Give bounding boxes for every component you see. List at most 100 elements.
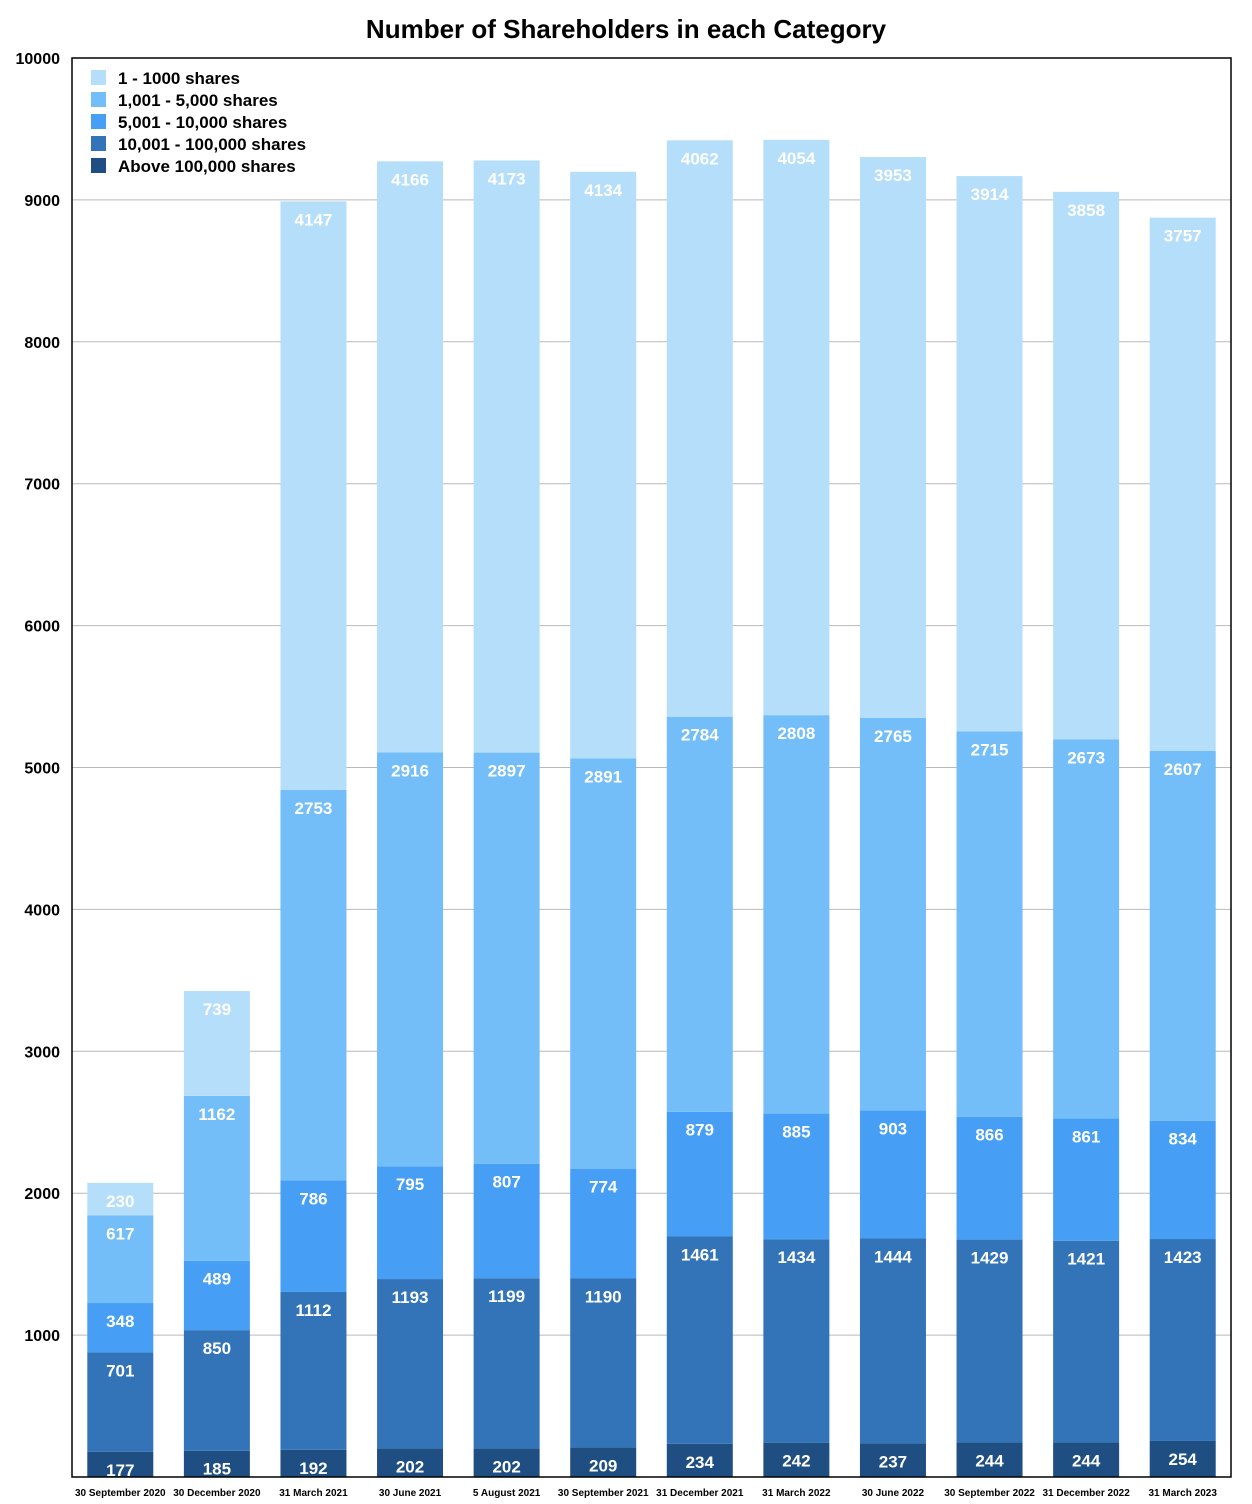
y-tick-label: 7000 <box>24 477 60 494</box>
bar-segment <box>859 1238 926 1444</box>
y-tick-label: 4000 <box>24 902 60 919</box>
data-label: 177 <box>106 1461 134 1480</box>
bar-segment <box>1053 1442 1120 1477</box>
bar-segment <box>570 171 637 759</box>
y-tick-label: 5000 <box>24 761 60 778</box>
data-label: 244 <box>975 1451 1004 1470</box>
bar-segment <box>87 1303 154 1353</box>
data-label: 2916 <box>391 761 429 780</box>
bar-segment <box>1149 1239 1216 1441</box>
data-label: 1461 <box>681 1245 719 1264</box>
bar-segment <box>956 176 1023 732</box>
data-label: 348 <box>106 1312 134 1331</box>
legend-label: 1,001 - 5,000 shares <box>118 91 278 110</box>
bar-segment <box>473 752 540 1164</box>
data-label: 1434 <box>777 1248 815 1267</box>
data-label: 3858 <box>1067 201 1105 220</box>
data-label: 1444 <box>874 1247 912 1266</box>
data-label: 4166 <box>391 170 429 189</box>
bar-segment <box>87 1215 154 1304</box>
bar-segment <box>1053 191 1120 740</box>
bar-segment <box>1053 739 1120 1119</box>
data-label: 242 <box>782 1452 810 1471</box>
data-label: 885 <box>782 1123 810 1142</box>
bar-segment <box>666 140 733 717</box>
bar-segment <box>473 1163 540 1279</box>
x-tick-label: 30 June 2021 <box>379 1488 442 1499</box>
data-label: 774 <box>589 1178 618 1197</box>
bar-segment <box>473 160 540 753</box>
data-label: 202 <box>492 1457 520 1476</box>
bar-segment <box>1149 750 1216 1121</box>
bar-segment <box>183 1095 250 1261</box>
data-label: 1193 <box>392 1288 429 1307</box>
data-label: 739 <box>203 1000 231 1019</box>
bar-segment <box>183 990 250 1096</box>
bar-segment <box>859 717 926 1111</box>
y-tick-label: 8000 <box>24 335 60 352</box>
bar-segment <box>570 1447 637 1477</box>
data-label: 3757 <box>1164 227 1202 246</box>
x-tick-label: 30 September 2022 <box>944 1488 1035 1499</box>
bar-segment <box>377 161 444 753</box>
bar-segment <box>763 139 830 716</box>
data-label: 2897 <box>488 762 526 781</box>
bar-segment <box>763 1442 830 1477</box>
chart-title: Number of Shareholders in each Category <box>365 14 887 44</box>
data-label: 861 <box>1072 1128 1100 1147</box>
legend-swatch <box>91 70 106 85</box>
bar-segment <box>666 716 733 1112</box>
bar-segment <box>570 1278 637 1448</box>
data-label: 230 <box>106 1192 134 1211</box>
data-label: 1199 <box>488 1287 525 1306</box>
data-label: 1429 <box>971 1249 1009 1268</box>
data-label: 192 <box>299 1459 327 1478</box>
x-tick-label: 31 March 2023 <box>1149 1488 1218 1499</box>
data-label: 850 <box>203 1339 231 1358</box>
bar-segment <box>666 1236 733 1444</box>
data-label: 807 <box>492 1173 520 1192</box>
data-label: 795 <box>396 1175 424 1194</box>
bar-segment <box>1053 1118 1120 1241</box>
bar-segment <box>763 1113 830 1240</box>
data-label: 4134 <box>584 181 622 200</box>
data-label: 2607 <box>1164 760 1202 779</box>
bar-segment <box>1149 217 1216 751</box>
data-label: 237 <box>879 1452 907 1471</box>
bar-segment <box>280 1291 347 1450</box>
bar-segment <box>859 157 926 718</box>
bar-segment <box>1149 1440 1216 1477</box>
y-tick-label: 9000 <box>24 193 60 210</box>
data-label: 2891 <box>584 767 622 786</box>
bar-segment <box>87 1451 154 1477</box>
bar-segment <box>956 1442 1023 1477</box>
data-label: 3953 <box>874 166 912 185</box>
data-label: 786 <box>299 1189 327 1208</box>
data-label: 209 <box>589 1456 617 1475</box>
bar-segment <box>87 1352 154 1452</box>
y-tick-label: 6000 <box>24 619 60 636</box>
x-tick-label: 30 September 2020 <box>75 1488 166 1499</box>
x-tick-label: 5 August 2021 <box>473 1488 541 1499</box>
bar-segment <box>1149 1120 1216 1240</box>
legend-label: 10,001 - 100,000 shares <box>118 135 306 154</box>
bar-segment <box>473 1278 540 1449</box>
data-label: 244 <box>1072 1451 1101 1470</box>
plot-frame <box>71 57 1232 1478</box>
bar-segment <box>183 1450 250 1477</box>
data-label: 2765 <box>874 727 912 746</box>
bar-segment <box>666 1443 733 1477</box>
data-label: 4054 <box>777 149 815 168</box>
x-tick-label: 30 December 2020 <box>173 1488 261 1499</box>
data-label: 2753 <box>295 799 333 818</box>
legend-label: 1 - 1000 shares <box>118 69 240 88</box>
data-label: 903 <box>879 1119 907 1138</box>
bar-segment <box>280 1180 347 1292</box>
y-tick-label: 1000 <box>24 1328 60 1345</box>
data-label: 3914 <box>971 185 1009 204</box>
data-label: 1421 <box>1067 1250 1105 1269</box>
data-label: 202 <box>396 1457 424 1476</box>
data-label: 4173 <box>488 169 526 188</box>
data-label: 2715 <box>971 740 1009 759</box>
